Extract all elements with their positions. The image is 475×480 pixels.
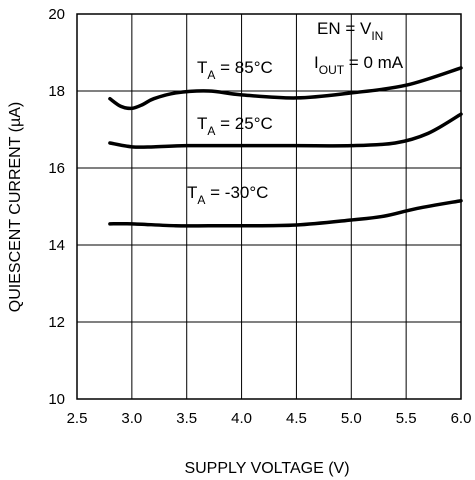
x-tick-label: 3.0 xyxy=(121,410,142,427)
x-tick-label: 6.0 xyxy=(451,410,472,427)
series-lines xyxy=(108,66,463,228)
plot-frame xyxy=(76,13,462,400)
condition-iout: IOUT = 0 mA xyxy=(314,53,404,77)
x-tick-label: 4.5 xyxy=(286,410,307,427)
grid xyxy=(76,13,462,400)
x-tick-label: 5.5 xyxy=(396,410,417,427)
x-tick-label: 4.0 xyxy=(231,410,252,427)
series-line-25c xyxy=(108,112,463,149)
x-tick-label: 5.0 xyxy=(341,410,362,427)
series-label-85c: TA = 85°C xyxy=(197,58,273,82)
x-axis-label: SUPPLY VOLTAGE (V) xyxy=(184,460,349,477)
y-tick-label: 16 xyxy=(48,160,65,177)
condition-en: EN = VIN xyxy=(317,19,383,43)
series-label-minus30c: TA = -30°C xyxy=(187,183,268,207)
y-tick-labels: 10 12 14 16 18 20 xyxy=(48,6,65,408)
y-tick-label: 20 xyxy=(48,6,65,23)
x-tick-label: 2.5 xyxy=(67,410,88,427)
y-tick-label: 18 xyxy=(48,83,65,100)
x-tick-label: 3.5 xyxy=(176,410,197,427)
y-tick-label: 12 xyxy=(48,314,65,331)
x-tick-labels: 2.5 3.0 3.5 4.0 4.5 5.0 5.5 6.0 xyxy=(67,410,472,427)
series-label-25c: TA = 25°C xyxy=(197,114,273,138)
series-line-minus30c xyxy=(108,198,463,228)
y-axis-label: QUIESCENT CURRENT (µA) xyxy=(7,102,24,312)
series-line-85c xyxy=(108,66,463,111)
y-tick-label: 10 xyxy=(48,391,65,408)
y-tick-label: 14 xyxy=(48,237,65,254)
